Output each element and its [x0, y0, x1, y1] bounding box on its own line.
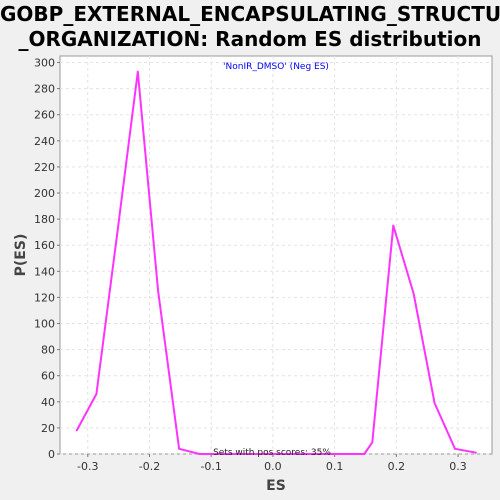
data-point — [280, 453, 283, 455]
data-point — [301, 453, 304, 455]
data-point — [178, 447, 181, 450]
chart-subtitle: 'NonIR_DMSO' (Neg ES) — [223, 62, 329, 72]
chart-title: GOBP_EXTERNAL_ENCAPSULATING_STRUCTURE _O… — [0, 2, 500, 52]
data-point — [433, 402, 436, 405]
y-tick-label: 160 — [34, 239, 55, 252]
data-point — [136, 70, 139, 73]
y-tick-label: 80 — [41, 344, 55, 357]
y-tick-label: 280 — [34, 83, 55, 96]
y-tick-label: 200 — [34, 187, 55, 200]
x-tick-label: -0.1 — [200, 460, 221, 473]
y-axis-ticks: 0 20 40 60 80 100 120 140 160 180 200 220 240 260 280 3… — [34, 57, 60, 461]
x-tick-label: 0.1 — [326, 460, 344, 473]
x-tick-label: 0.2 — [388, 460, 406, 473]
data-point — [198, 453, 201, 455]
y-tick-label: 220 — [34, 161, 55, 174]
y-tick-label: 260 — [34, 109, 55, 122]
y-tick-label: 60 — [41, 370, 55, 383]
chart-title-line-2: _ORGANIZATION: Random ES distribution — [18, 27, 482, 51]
x-axis-label: ES — [266, 478, 286, 494]
x-tick-label: -0.2 — [139, 460, 160, 473]
data-point — [239, 453, 242, 455]
data-point — [342, 453, 345, 455]
y-tick-label: 100 — [34, 318, 55, 331]
data-point — [412, 292, 415, 295]
data-point — [322, 453, 324, 455]
grid-lines — [60, 56, 492, 455]
data-point — [363, 453, 366, 455]
y-tick-label: 240 — [34, 135, 55, 148]
x-tick-label: 0.0 — [264, 460, 282, 473]
x-tick-label: -0.3 — [77, 460, 98, 473]
data-point — [75, 429, 78, 432]
data-point — [95, 393, 98, 395]
y-tick-label: 0 — [48, 448, 55, 461]
y-tick-label: 180 — [34, 213, 55, 226]
chart-title-line-1: GOBP_EXTERNAL_ENCAPSULATING_STRUCTURE — [0, 2, 500, 26]
x-tick-label: 0.3 — [449, 460, 467, 473]
data-point — [371, 441, 374, 444]
data-point — [260, 453, 263, 455]
series-group — [75, 70, 477, 455]
data-point — [454, 447, 456, 450]
y-axis-label: P(ES) — [13, 234, 29, 277]
plot-area — [59, 55, 493, 455]
y-tick-label: 40 — [41, 396, 55, 409]
data-point — [392, 224, 395, 227]
x-axis-ticks: -0.3 -0.2 -0.1 0.0 0.1 0.2 0.3 — [77, 454, 467, 473]
data-point — [218, 453, 221, 455]
data-point — [157, 289, 160, 292]
data-point — [475, 451, 477, 454]
data-point — [116, 231, 119, 234]
pos-scores-annotation: Sets with pos scores: 35% — [213, 448, 331, 458]
y-tick-label: 20 — [41, 422, 55, 435]
y-tick-label: 140 — [34, 265, 55, 278]
y-tick-label: 300 — [34, 57, 55, 70]
y-tick-label: 120 — [34, 291, 55, 304]
